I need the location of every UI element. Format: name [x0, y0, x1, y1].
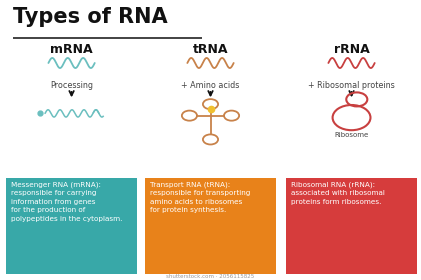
Text: Types of RNA: Types of RNA — [13, 7, 167, 27]
Text: + Ribosomal proteins: + Ribosomal proteins — [308, 81, 395, 90]
FancyBboxPatch shape — [6, 178, 137, 274]
Text: Messenger RNA (mRNA):
responsible for carrying
information from genes
for the pr: Messenger RNA (mRNA): responsible for ca… — [11, 181, 123, 222]
Text: Processing: Processing — [50, 81, 93, 90]
Text: Transport RNA (tRNA):
responsible for transporting
amino acids to ribosomes
for : Transport RNA (tRNA): responsible for tr… — [150, 181, 250, 213]
Text: mRNA: mRNA — [50, 43, 93, 56]
Text: Ribosome: Ribosome — [334, 132, 369, 137]
Text: Ribosomal RNA (rRNA):
associated with ribosomal
proteins form ribosomes.: Ribosomal RNA (rRNA): associated with ri… — [291, 181, 385, 205]
FancyBboxPatch shape — [286, 178, 417, 274]
Text: shutterstock.com · 2056115825: shutterstock.com · 2056115825 — [166, 274, 255, 279]
Text: rRNA: rRNA — [334, 43, 369, 56]
FancyBboxPatch shape — [145, 178, 276, 274]
Text: tRNA: tRNA — [193, 43, 228, 56]
Text: + Amino acids: + Amino acids — [181, 81, 240, 90]
